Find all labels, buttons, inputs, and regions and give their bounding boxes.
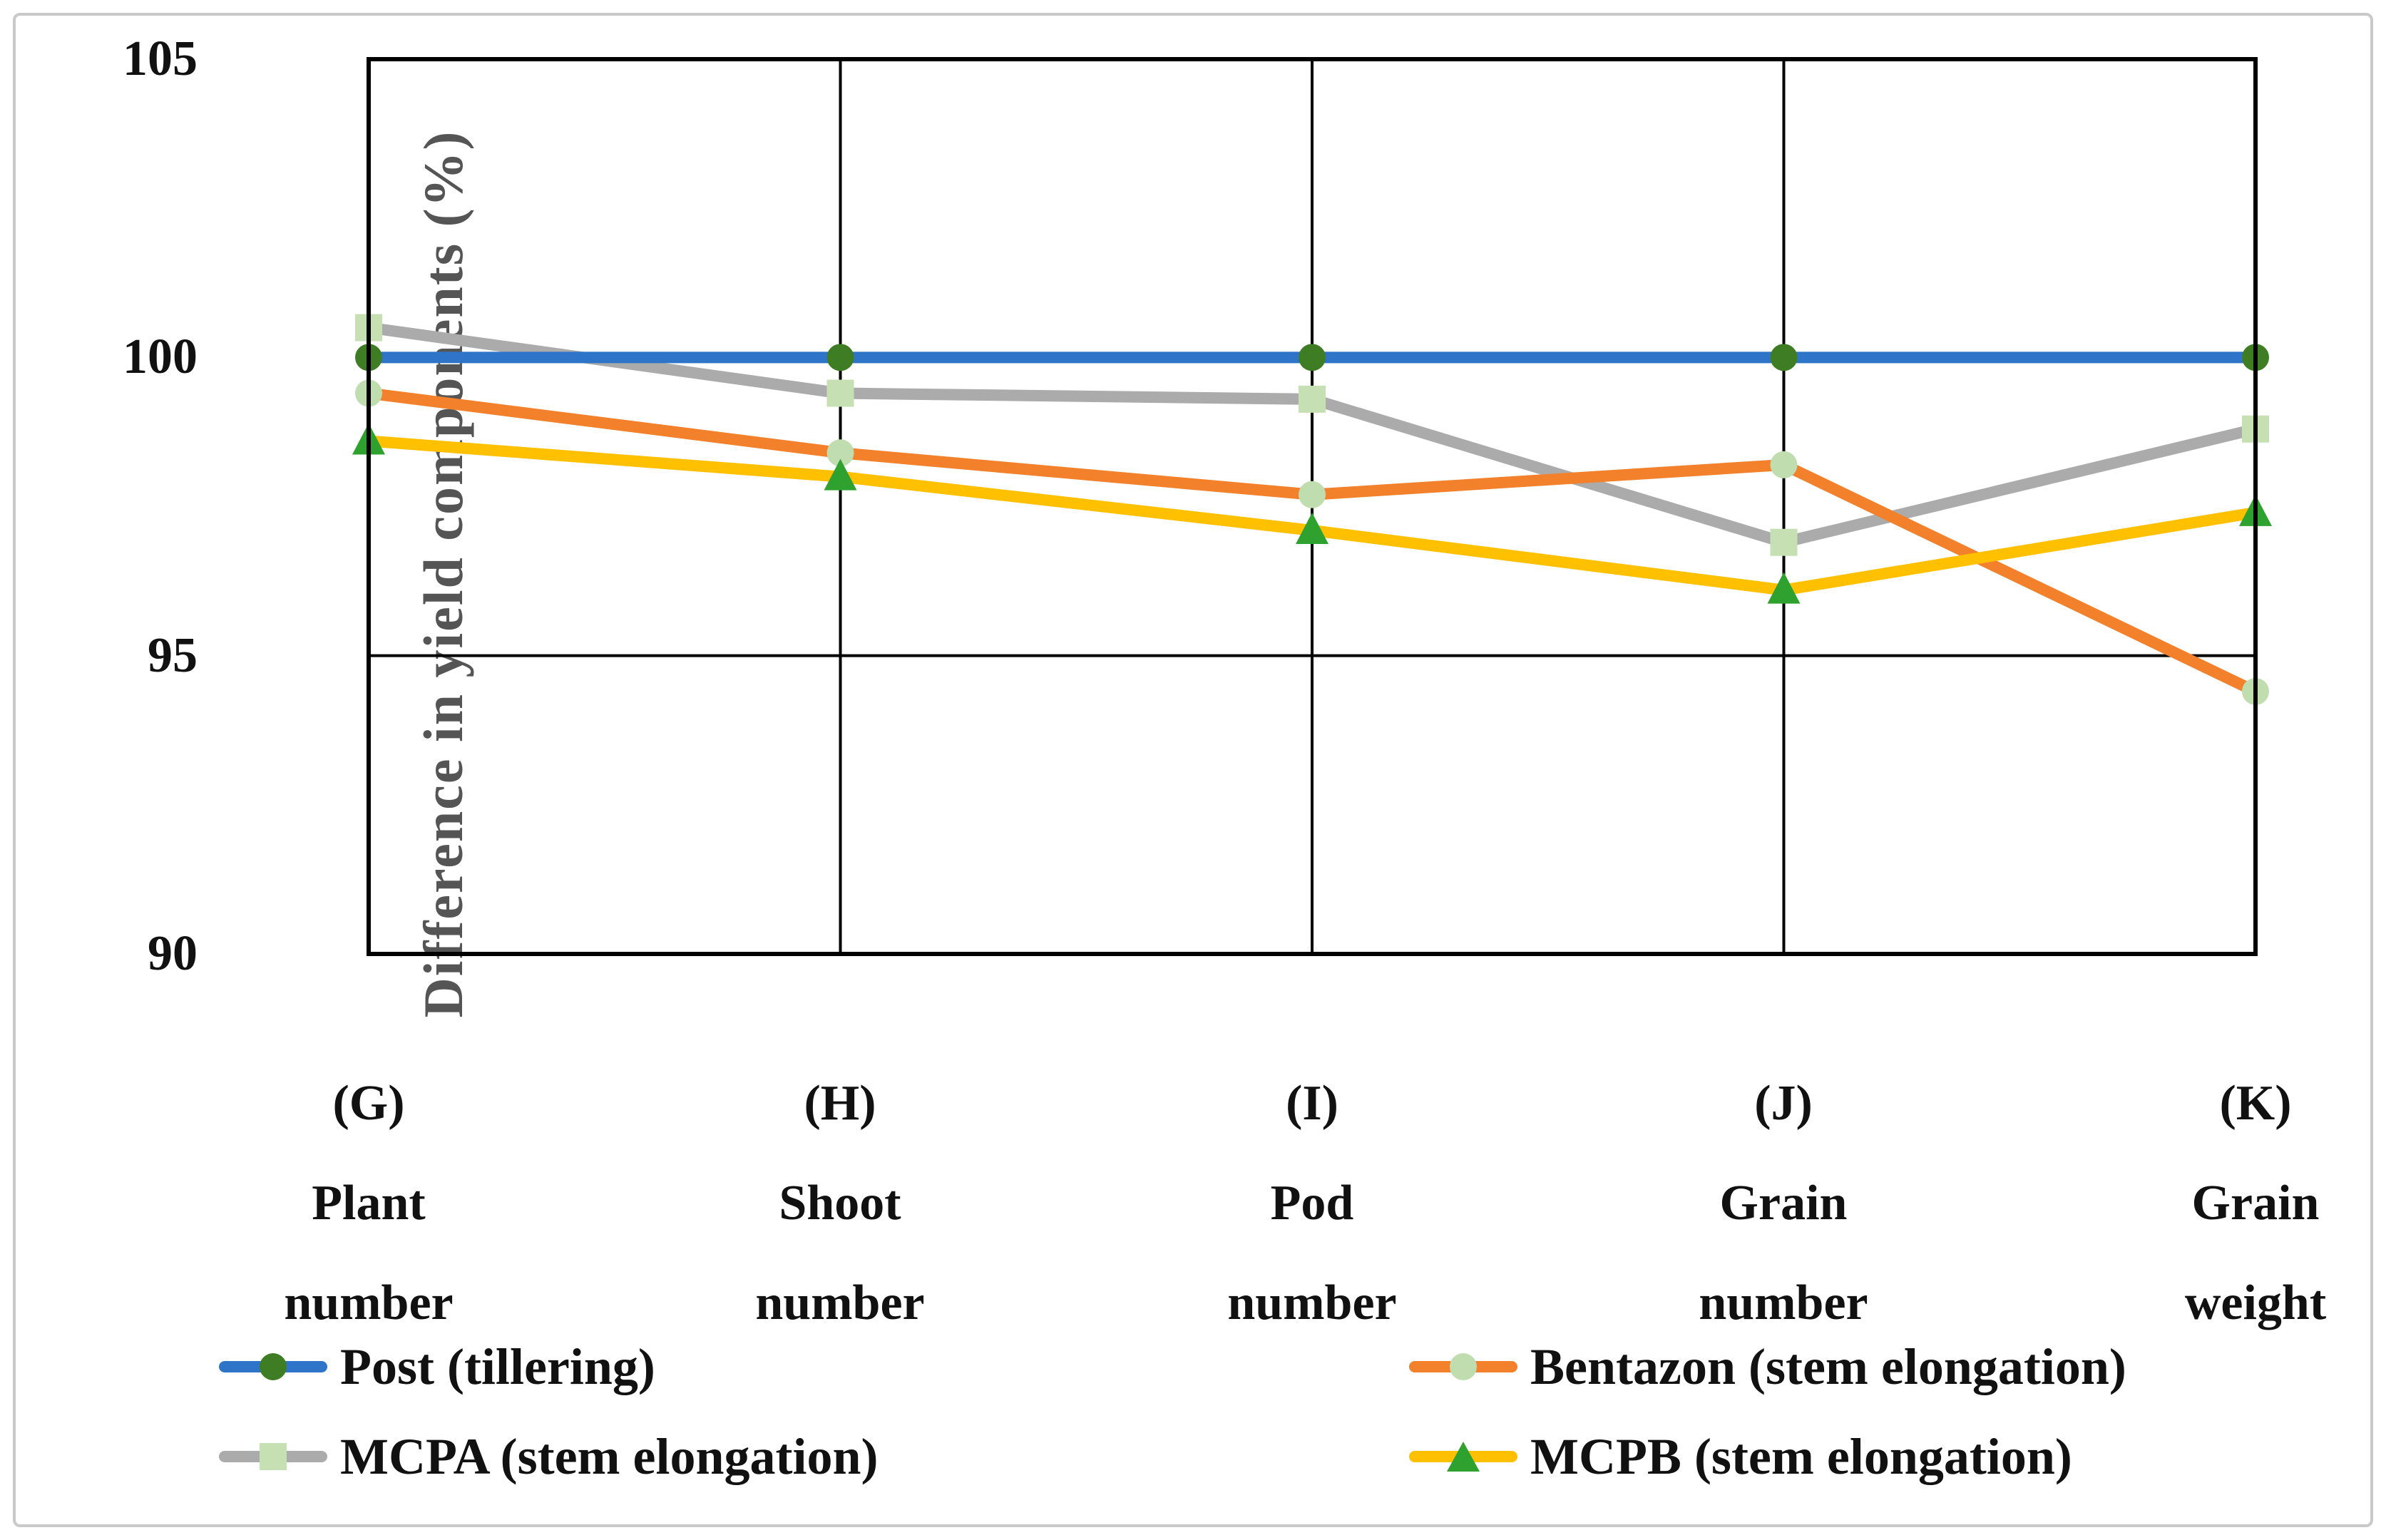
legend-label-post: Post (tillering) (340, 1338, 655, 1395)
y-tick-100: 100 (123, 329, 198, 384)
x-label-line: Shoot (779, 1176, 901, 1231)
mcpa-square-marker-icon (260, 1443, 287, 1470)
figure-border (13, 13, 2373, 1527)
x-label-line: (I) (1286, 1076, 1338, 1131)
x-label-grain-weight: (K) Grain weight (2020, 1054, 2386, 1353)
post-circle-marker-icon (260, 1353, 287, 1380)
x-label-line: number (1699, 1275, 1868, 1330)
line-chart-canvas (352, 57, 2272, 956)
x-label-line: (G) (332, 1076, 405, 1131)
x-label-line: weight (2184, 1275, 2327, 1330)
x-label-line: Pod (1270, 1176, 1354, 1231)
x-label-shoot-number: (H) Shoot number (605, 1054, 1075, 1353)
legend-item-post: Post (tillering) (219, 1341, 655, 1392)
bentazon-circle-marker-icon (1450, 1353, 1477, 1380)
x-label-line: Plant (312, 1176, 426, 1231)
y-tick-95: 95 (148, 628, 198, 683)
x-label-line: number (755, 1275, 925, 1330)
x-label-line: (K) (2219, 1076, 2292, 1131)
legend-label-mcpb: MCPB (stem elongation) (1530, 1428, 2072, 1485)
legend-item-bentazon: Bentazon (stem elongation) (1409, 1341, 2126, 1392)
post-line-sample (219, 1353, 327, 1380)
x-label-plant-number: (G) Plant number (133, 1054, 604, 1353)
x-label-line: Grain (1719, 1176, 1848, 1231)
x-label-line: number (284, 1275, 454, 1330)
legend-item-mcpa: MCPA (stem elongation) (219, 1431, 879, 1482)
plot-area: Difference in yield components (%) 105 1… (123, 34, 2326, 1331)
x-label-line: Grain (2191, 1176, 2320, 1231)
y-tick-90: 90 (148, 926, 198, 981)
mcpb-line-sample (1409, 1442, 1517, 1472)
legend-item-mcpb: MCPB (stem elongation) (1409, 1431, 2072, 1482)
legend-label-mcpa: MCPA (stem elongation) (340, 1428, 879, 1485)
x-label-pod-number: (I) Pod number (1077, 1054, 1547, 1353)
mcpa-line-sample (219, 1443, 327, 1470)
bentazon-line-sample (1409, 1353, 1517, 1380)
y-tick-105: 105 (123, 31, 198, 86)
x-label-line: (H) (804, 1076, 876, 1131)
legend-label-bentazon: Bentazon (stem elongation) (1530, 1338, 2126, 1395)
x-label-line: number (1227, 1275, 1397, 1330)
x-label-line: (J) (1754, 1076, 1813, 1131)
x-label-grain-number: (J) Grain number (1548, 1054, 2019, 1353)
